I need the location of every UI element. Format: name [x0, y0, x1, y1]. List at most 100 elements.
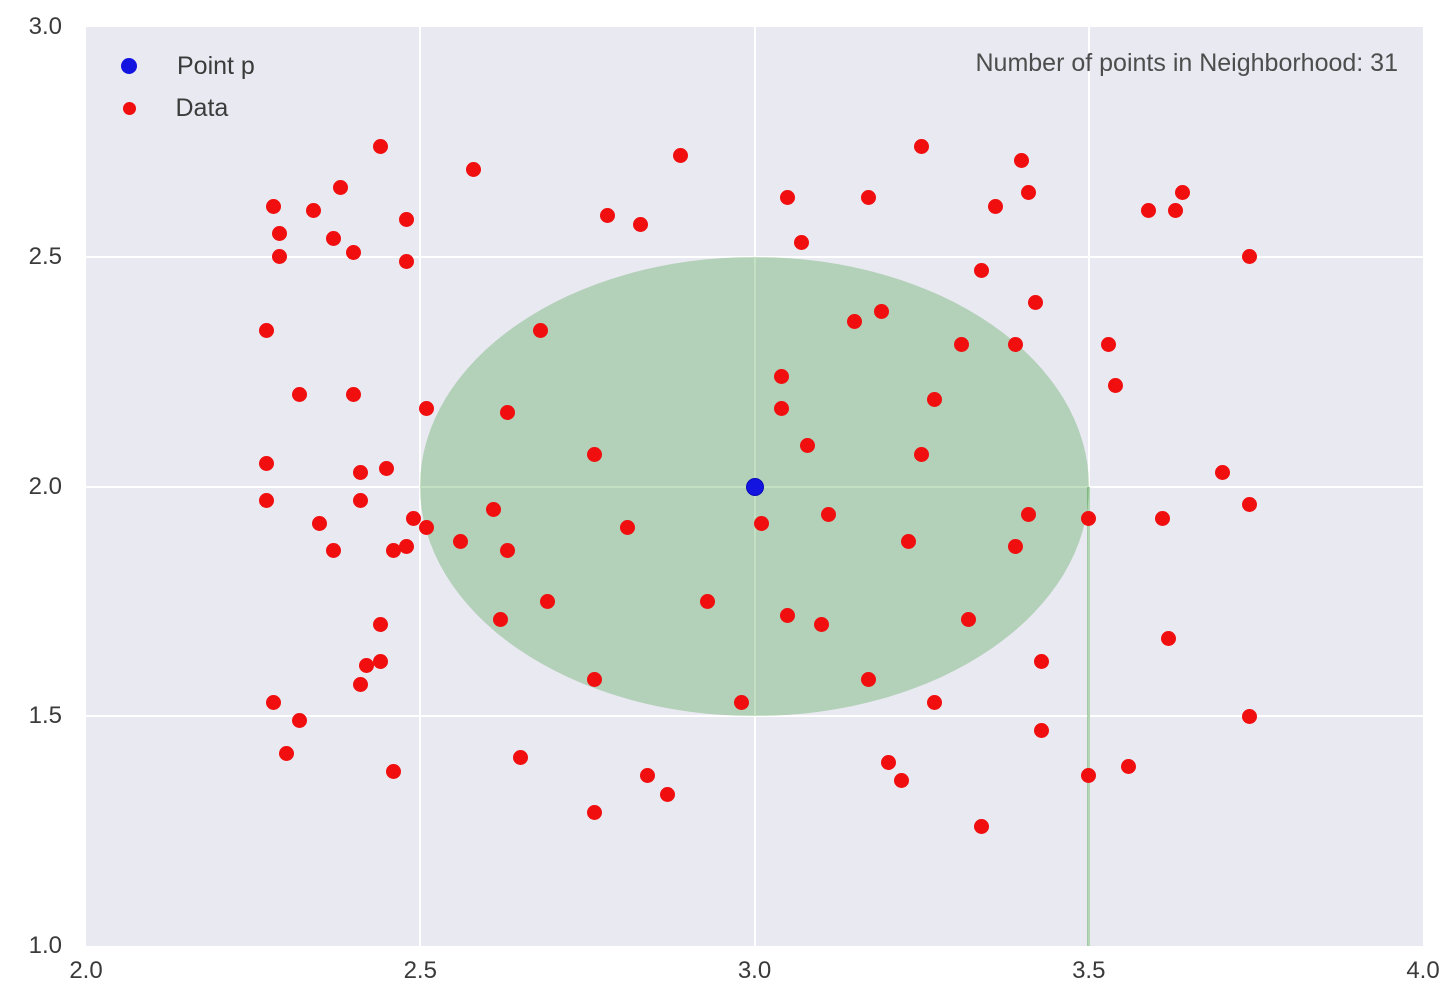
data-point [419, 400, 435, 416]
data-point [660, 786, 676, 802]
data-point [492, 612, 508, 628]
legend-item-point-p: Point p [120, 45, 255, 87]
data-point [265, 694, 281, 710]
data-point [539, 593, 555, 609]
data-point [372, 616, 388, 632]
data-point [1161, 630, 1177, 646]
data-point [974, 263, 990, 279]
data-point [372, 138, 388, 154]
data-point [345, 387, 361, 403]
data-legend-marker-icon [122, 101, 136, 115]
data-point [312, 515, 328, 531]
data-point [1014, 152, 1030, 168]
data-point [1241, 708, 1257, 724]
data-point [1027, 295, 1043, 311]
data-point [586, 446, 602, 462]
data-point [486, 501, 502, 517]
data-point [325, 230, 341, 246]
data-point [1034, 722, 1050, 738]
data-point [780, 607, 796, 623]
neighborhood-count-annotation: Number of points in Neighborhood: 31 [975, 49, 1399, 77]
green-edge-line [1087, 486, 1091, 946]
data-point [1021, 184, 1037, 200]
data-point [894, 773, 910, 789]
data-point [332, 180, 348, 196]
data-point [279, 745, 295, 761]
data-point [359, 658, 375, 674]
data-point [954, 336, 970, 352]
data-point [406, 511, 422, 527]
data-point [352, 465, 368, 481]
data-point [914, 446, 930, 462]
data-point [533, 322, 549, 338]
legend-item-data: Data [120, 87, 255, 129]
data-point [880, 754, 896, 770]
data-point [700, 593, 716, 609]
data-point [352, 676, 368, 692]
data-point [1168, 203, 1184, 219]
data-point [773, 400, 789, 416]
point-p [745, 477, 764, 496]
data-point [1081, 511, 1097, 527]
data-point [399, 538, 415, 554]
data-point [633, 217, 649, 233]
data-point [1007, 336, 1023, 352]
data-point [258, 456, 274, 472]
data-point [499, 543, 515, 559]
data-point [292, 713, 308, 729]
data-point [1034, 653, 1050, 669]
data-point [960, 612, 976, 628]
data-point [860, 671, 876, 687]
data-point [820, 506, 836, 522]
data-point [800, 437, 816, 453]
data-point [1107, 377, 1123, 393]
data-point [1121, 759, 1137, 775]
data-point [399, 253, 415, 269]
data-point [1081, 768, 1097, 784]
data-point [1101, 336, 1117, 352]
data-point [466, 161, 482, 177]
data-point [1241, 249, 1257, 265]
data-point [586, 671, 602, 687]
data-point [1141, 203, 1157, 219]
data-point [1154, 511, 1170, 527]
data-point [265, 198, 281, 214]
y-tick-label: 1.5 [28, 702, 62, 730]
data-point [793, 235, 809, 251]
data-point [927, 391, 943, 407]
data-point [1214, 465, 1230, 481]
point-p-legend-marker-icon [121, 58, 137, 74]
data-point [345, 244, 361, 260]
data-point [305, 203, 321, 219]
data-point [780, 189, 796, 205]
data-point [900, 534, 916, 550]
data-point [258, 492, 274, 508]
x-tick-label: 3.0 [737, 957, 772, 984]
data-point [386, 763, 401, 779]
data-point [847, 313, 863, 329]
data-point [1021, 506, 1037, 522]
data-point [292, 387, 308, 403]
x-tick-label: 2.0 [69, 957, 103, 984]
data-point [860, 189, 876, 205]
y-tick-label: 3.0 [28, 13, 62, 40]
y-tick-label: 2.0 [28, 472, 62, 500]
data-point [499, 405, 515, 421]
data-point [325, 543, 341, 559]
data-point [640, 768, 656, 784]
data-point [987, 198, 1003, 214]
data-point [352, 492, 368, 508]
data-point [673, 148, 689, 164]
gridline-vertical [1087, 27, 1090, 946]
data-point [379, 460, 395, 476]
data-point [272, 226, 288, 242]
data-point [1007, 538, 1023, 554]
data-point [419, 520, 435, 536]
x-tick-label: 3.5 [1072, 957, 1106, 984]
data-point [773, 368, 789, 384]
data-point [1174, 184, 1190, 200]
data-point [753, 515, 769, 531]
data-point [733, 694, 749, 710]
data-point [874, 304, 889, 320]
